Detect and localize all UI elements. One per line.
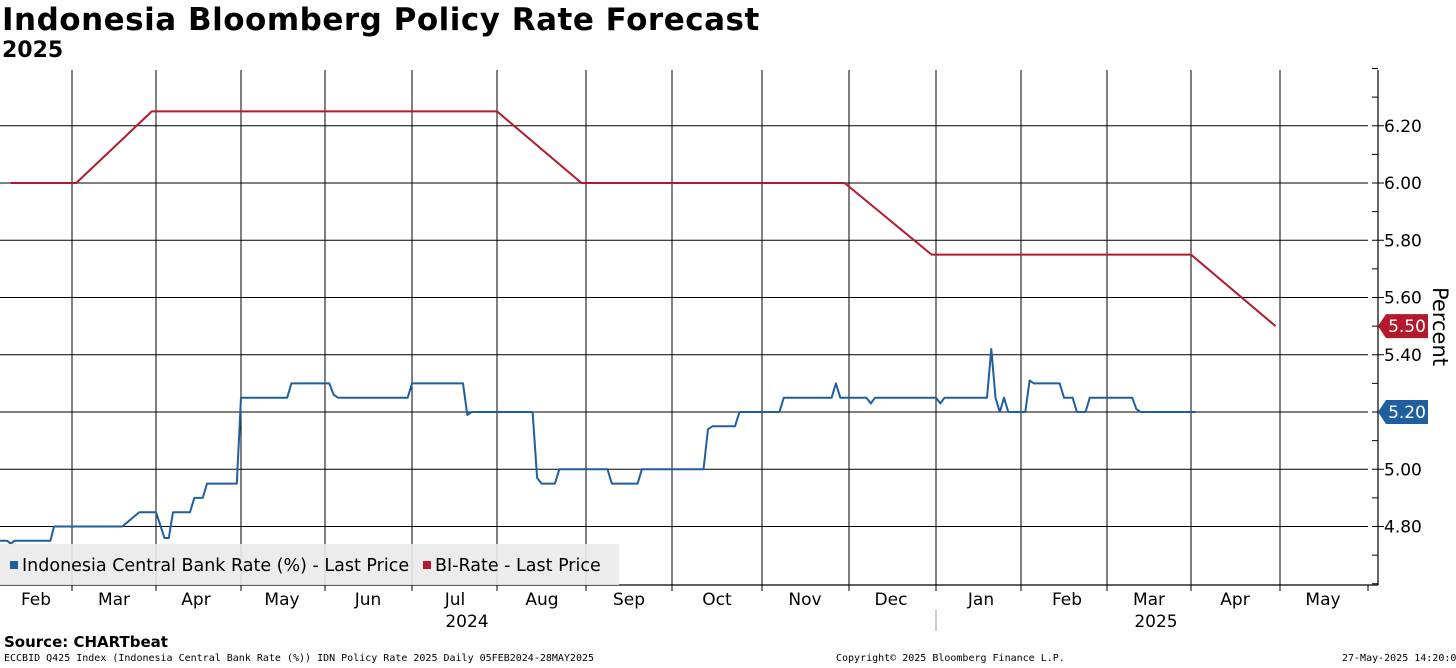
x-month-label: Feb	[1052, 590, 1082, 610]
x-month-label: May	[1305, 590, 1340, 610]
chart-title: Indonesia Bloomberg Policy Rate Forecast	[2, 2, 760, 38]
x-month-label: Nov	[788, 590, 821, 610]
legend-swatch-central-bank-rate	[10, 561, 18, 569]
x-month-label: Mar	[98, 590, 130, 610]
x-month-label: Jul	[444, 590, 466, 610]
x-month-label: Apr	[181, 590, 210, 610]
x-month-label: Mar	[1133, 590, 1165, 610]
source-note: Source: CHARTbeat	[4, 633, 168, 651]
x-month-label: Feb	[21, 590, 51, 610]
footer-copyright: Copyright© 2025 Bloomberg Finance L.P.	[836, 653, 1065, 664]
y-tick-label: 6.20	[1384, 117, 1422, 137]
legend-box	[0, 544, 619, 585]
last-value-label: 5.50	[1388, 317, 1426, 337]
y-tick-label: 6.00	[1384, 174, 1422, 194]
y-tick-label: 5.00	[1384, 460, 1422, 480]
series-line-central-bank-rate	[0, 348, 1196, 545]
x-year-label: 2024	[445, 612, 488, 632]
last-value-label: 5.20	[1388, 403, 1426, 423]
legend-label-central-bank-rate: Indonesia Central Bank Rate (%) - Last P…	[22, 556, 409, 576]
x-year-label: 2025	[1134, 612, 1177, 632]
series-line-bi-rate	[10, 110, 1277, 327]
x-month-label: Jan	[967, 590, 994, 610]
x-month-label: Jun	[354, 590, 382, 610]
x-month-label: Aug	[525, 590, 558, 610]
y-tick-label: 5.80	[1384, 231, 1422, 251]
x-month-label: May	[264, 590, 299, 610]
y-axis-label: Percent	[1428, 287, 1452, 366]
legend-label-bi-rate: BI-Rate - Last Price	[435, 556, 601, 576]
x-month-label: Oct	[702, 590, 732, 610]
legend-swatch-bi-rate	[423, 561, 431, 569]
y-tick-label: 5.40	[1384, 346, 1422, 366]
x-month-label: Apr	[1220, 590, 1249, 610]
chart-subtitle: 2025	[2, 38, 64, 63]
footer-left: ECCBID Q425 Index (Indonesia Central Ban…	[4, 653, 595, 664]
last-value-tag	[1378, 314, 1428, 339]
last-value-tag	[1378, 400, 1428, 424]
x-month-label: Dec	[875, 590, 908, 610]
footer-timestamp: 27-May-2025 14:20:07	[1342, 653, 1456, 664]
x-month-label: Sep	[613, 590, 645, 610]
y-tick-label: 4.80	[1384, 518, 1422, 538]
y-tick-label: 5.60	[1384, 289, 1422, 309]
